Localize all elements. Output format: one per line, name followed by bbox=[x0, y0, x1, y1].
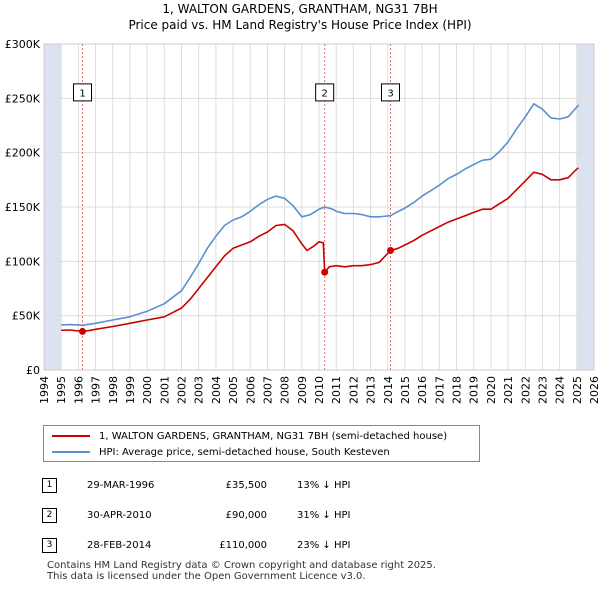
sale-number-badge: 1 bbox=[42, 477, 57, 493]
x-tick-label: 2018 bbox=[451, 376, 464, 404]
sale-hpi-diff: 31% ↓ HPI bbox=[297, 509, 351, 521]
sale-date: 30-APR-2010 bbox=[87, 509, 152, 521]
y-tick-label: £50K bbox=[12, 310, 41, 323]
footer-copyright: Contains HM Land Registry data © Crown c… bbox=[47, 560, 436, 571]
x-tick-label: 2005 bbox=[227, 376, 240, 404]
sale-number-label: 1 bbox=[79, 88, 85, 99]
y-tick-label: £200K bbox=[5, 147, 41, 160]
sale-number-label: 2 bbox=[321, 88, 327, 99]
chart-title: 1, WALTON GARDENS, GRANTHAM, NG31 7BH bbox=[162, 2, 438, 16]
x-tick-label: 2024 bbox=[554, 376, 567, 404]
x-tick-label: 2004 bbox=[210, 376, 223, 404]
sale-number-box bbox=[315, 83, 335, 102]
x-tick-label: 2002 bbox=[176, 376, 189, 404]
x-tick-label: 2013 bbox=[365, 376, 378, 404]
x-tick-label: 2021 bbox=[502, 376, 515, 404]
x-tick-label: 2019 bbox=[468, 376, 481, 404]
x-tick-label: 2010 bbox=[313, 376, 326, 404]
footer: Contains HM Land Registry data © Crown c… bbox=[47, 560, 436, 582]
plot-border bbox=[43, 43, 595, 371]
x-tick-label: 2025 bbox=[571, 376, 584, 404]
legend-label-property: 1, WALTON GARDENS, GRANTHAM, NG31 7BH (s… bbox=[99, 430, 448, 442]
legend-swatch-blue bbox=[52, 451, 90, 453]
sale-number-badge: 2 bbox=[42, 507, 57, 523]
legend-item-hpi: HPI: Average price, semi-detached house,… bbox=[52, 445, 390, 459]
footer-licence: This data is licensed under the Open Gov… bbox=[47, 571, 366, 582]
x-tick-label: 2012 bbox=[347, 376, 360, 404]
chart-subtitle: Price paid vs. HM Land Registry's House … bbox=[128, 18, 472, 32]
sale-number-box bbox=[381, 83, 400, 102]
legend-swatch-red bbox=[52, 435, 90, 437]
x-tick-label: 2017 bbox=[433, 376, 446, 404]
table-row: 2 30-APR-2010 £90,000 31% ↓ HPI bbox=[42, 500, 417, 530]
x-tick-label: 1995 bbox=[55, 376, 68, 404]
sale-point bbox=[321, 268, 329, 276]
legend-label-hpi: HPI: Average price, semi-detached house,… bbox=[99, 446, 390, 458]
table-row: 1 29-MAR-1996 £35,500 13% ↓ HPI bbox=[42, 470, 417, 500]
x-tick-label: 1997 bbox=[90, 376, 103, 404]
x-tick-label: 2023 bbox=[536, 376, 549, 404]
x-tick-label: 2001 bbox=[158, 376, 171, 404]
sale-point bbox=[387, 246, 394, 254]
x-tick-label: 2026 bbox=[588, 376, 600, 404]
sale-date: 28-FEB-2014 bbox=[87, 539, 152, 551]
x-tick-label: 1994 bbox=[38, 376, 51, 404]
x-tick-label: 2015 bbox=[399, 376, 412, 404]
sale-number-box bbox=[73, 83, 92, 102]
hpi-line bbox=[61, 103, 580, 327]
y-tick-label: £0 bbox=[26, 364, 40, 377]
legend-item-property: 1, WALTON GARDENS, GRANTHAM, NG31 7BH (s… bbox=[52, 429, 447, 443]
x-tick-label: 2000 bbox=[141, 376, 154, 404]
x-tick-label: 1999 bbox=[124, 376, 137, 404]
sales-table: 1 29-MAR-1996 £35,500 13% ↓ HPI 2 30-APR… bbox=[42, 470, 417, 560]
property-price-line bbox=[61, 167, 579, 333]
y-tick-label: £150K bbox=[5, 201, 41, 214]
y-tick-label: £300K bbox=[5, 38, 41, 51]
y-tick-label: £100K bbox=[5, 255, 41, 268]
sale-point bbox=[79, 327, 86, 335]
sale-price: £110,000 bbox=[219, 539, 267, 551]
x-tick-label: 2006 bbox=[244, 376, 257, 404]
x-tick-label: 2003 bbox=[193, 376, 206, 404]
sale-number-label: 3 bbox=[387, 88, 393, 99]
sale-price: £35,500 bbox=[225, 479, 267, 491]
x-tick-label: 2011 bbox=[330, 376, 343, 404]
x-tick-label: 2020 bbox=[485, 376, 498, 404]
x-tick-label: 2016 bbox=[416, 376, 429, 404]
x-tick-label: 1996 bbox=[72, 376, 85, 404]
legend: 1, WALTON GARDENS, GRANTHAM, NG31 7BH (s… bbox=[43, 425, 480, 462]
table-row: 3 28-FEB-2014 £110,000 23% ↓ HPI bbox=[42, 530, 417, 560]
x-tick-label: 2014 bbox=[382, 376, 395, 404]
sale-number-badge: 3 bbox=[42, 537, 57, 553]
x-tick-label: 2009 bbox=[296, 376, 309, 404]
sale-hpi-diff: 13% ↓ HPI bbox=[297, 479, 351, 491]
sale-price: £90,000 bbox=[225, 509, 267, 521]
sale-hpi-diff: 23% ↓ HPI bbox=[297, 539, 351, 551]
x-tick-label: 2022 bbox=[519, 376, 532, 404]
x-tick-label: 2008 bbox=[279, 376, 292, 404]
x-tick-label: 2007 bbox=[261, 376, 274, 404]
x-tick-label: 1998 bbox=[107, 376, 120, 404]
price-chart: £0 £50K £100K £150K £200K £250K £300K 1994 1995 1… bbox=[5, 38, 600, 404]
sale-date: 29-MAR-1996 bbox=[87, 479, 155, 491]
y-tick-label: £250K bbox=[5, 92, 41, 105]
